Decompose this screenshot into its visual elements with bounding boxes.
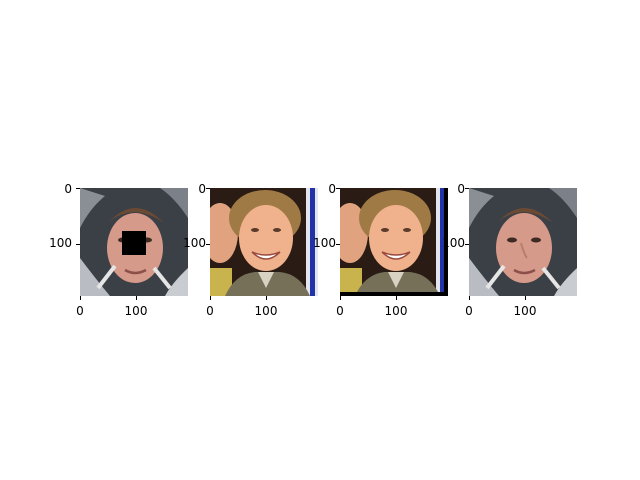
panel-2-ytick-0: 0	[198, 182, 206, 196]
panel-3-xtick-100: 100	[384, 304, 408, 318]
panel-2-ytick-100: 100	[183, 236, 206, 250]
reconstructed-face-image	[469, 188, 577, 296]
panel-2-ytick-mark-100	[206, 244, 210, 245]
panel-2-image	[210, 188, 318, 296]
masked-face-image	[80, 188, 188, 296]
panel-2-ytick-mark-0	[206, 188, 210, 189]
panel-4-xtick-100: 100	[513, 304, 537, 318]
panel-2-xtick-0: 0	[206, 304, 214, 318]
panel-3-xtick-mark-0	[340, 296, 341, 300]
smiling-man-image	[210, 188, 318, 296]
panel-4-xtick-mark-0	[469, 296, 470, 300]
panel-4-xtick-0: 0	[465, 304, 473, 318]
panel-4-ytick-mark-100	[465, 244, 469, 245]
smiling-man-bordered-image	[340, 188, 448, 296]
mask-square	[122, 231, 146, 255]
panel-1-ytick-100: 100	[49, 236, 72, 250]
panel-1-xtick-0: 0	[76, 304, 84, 318]
panel-3-ytick-mark-0	[336, 188, 340, 189]
panel-2-xtick-mark-0	[210, 296, 211, 300]
panel-1-ytick-mark-0	[76, 188, 80, 189]
panel-4-image	[469, 188, 577, 296]
panel-3-xtick-0: 0	[336, 304, 344, 318]
panel-2-xtick-100: 100	[254, 304, 278, 318]
panel-1-ytick-0: 0	[64, 182, 72, 196]
panel-4-ytick-0: 0	[457, 182, 465, 196]
panel-3-ytick-mark-100	[336, 244, 340, 245]
panel-3-image	[340, 188, 448, 296]
panel-1-xtick-mark-0	[80, 296, 81, 300]
panel-1-xtick-100: 100	[124, 304, 148, 318]
panel-1-xtick-mark-100	[136, 296, 137, 300]
panel-4-xtick-mark-100	[525, 296, 526, 300]
panel-4-ytick-mark-0	[465, 188, 469, 189]
panel-3-ytick-100: 100	[313, 236, 336, 250]
panel-3-ytick-0: 0	[328, 182, 336, 196]
panel-1-ytick-mark-100	[76, 244, 80, 245]
panel-1-image	[80, 188, 188, 296]
panel-2-xtick-mark-100	[266, 296, 267, 300]
panel-4-ytick-100: 100	[442, 236, 465, 250]
panel-3-xtick-mark-100	[396, 296, 397, 300]
